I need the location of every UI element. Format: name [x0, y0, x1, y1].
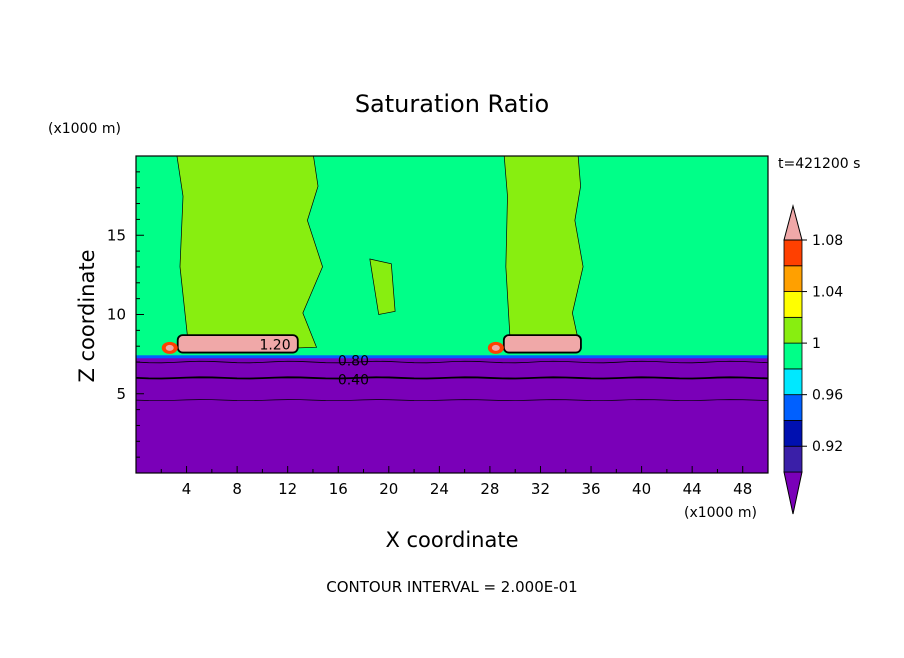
colorbar-segment	[783, 239, 803, 267]
x-tick-label: 44	[683, 480, 702, 498]
colorbar-label: 0.92	[812, 439, 843, 455]
contour-label: 1.20	[259, 338, 290, 354]
colorbar-max-arrow	[783, 204, 803, 241]
contour-line	[136, 376, 768, 380]
dry-layer	[136, 357, 768, 473]
y-unit-label: (x1000 m)	[48, 121, 121, 137]
colorbar-label: 1.04	[812, 285, 843, 301]
y-tick-label: 10	[107, 306, 126, 324]
colorbar-label: 1.08	[812, 233, 843, 249]
x-tick-label: 40	[632, 480, 651, 498]
y-tick-label: 15	[107, 226, 126, 244]
colorbar-segment	[783, 368, 803, 396]
supersaturated-column	[176, 156, 323, 352]
y-axis: 5 10 15	[107, 171, 144, 458]
x-tick-label: 12	[278, 480, 297, 498]
x-tick-label: 28	[480, 480, 499, 498]
colorbar-segment	[783, 420, 803, 447]
chart-title: Saturation Ratio	[355, 90, 549, 118]
x-tick-label: 48	[733, 480, 752, 498]
cloud-patch	[176, 334, 299, 354]
colorbar-label: 1	[812, 336, 821, 352]
colorbar-segment	[783, 291, 803, 318]
colorbar-segment	[783, 316, 803, 344]
y-tick-label: 5	[116, 385, 126, 403]
colorbar: 0.92 0.96 1 1.04 1.08	[783, 204, 843, 515]
cloud-edge-hot	[165, 344, 174, 351]
contour-label: 0.80	[338, 353, 369, 369]
secondary-patch	[369, 258, 396, 315]
x-tick-label: 8	[232, 480, 242, 498]
heatmap-field	[136, 156, 768, 473]
transition-band	[136, 355, 768, 359]
colorbar-min-arrow	[783, 471, 803, 515]
colorbar-label: 0.96	[812, 388, 843, 404]
x-axis-label: X coordinate	[385, 528, 518, 552]
contour-label: 0.40	[338, 372, 369, 388]
x-tick-label: 16	[329, 480, 348, 498]
colorbar-segment	[783, 445, 803, 473]
colorbar-segment	[783, 342, 803, 370]
x-tick-label: 36	[581, 480, 600, 498]
x-axis: 4 8 12 16 20 24 28 32 36 40 44 48	[160, 466, 752, 498]
contour-line	[136, 360, 768, 364]
x-tick-label: 32	[531, 480, 550, 498]
x-unit-label: (x1000 m)	[684, 505, 757, 521]
x-tick-label: 20	[379, 480, 398, 498]
x-tick-label: 4	[182, 480, 192, 498]
contour-interval-note: CONTOUR INTERVAL = 2.000E-01	[326, 578, 577, 596]
contour-lines: 1.20 0.80 0.40	[136, 338, 768, 401]
y-axis-label: Z coordinate	[75, 249, 99, 382]
cloud-edge-hot	[491, 344, 500, 351]
colorbar-segment	[783, 265, 803, 292]
cloud-patch	[502, 334, 582, 354]
supersaturated-column	[503, 156, 584, 352]
x-tick-label: 24	[430, 480, 449, 498]
colorbar-segment	[783, 394, 803, 421]
contour-line	[136, 399, 768, 401]
time-label: t=421200 s	[778, 156, 860, 172]
